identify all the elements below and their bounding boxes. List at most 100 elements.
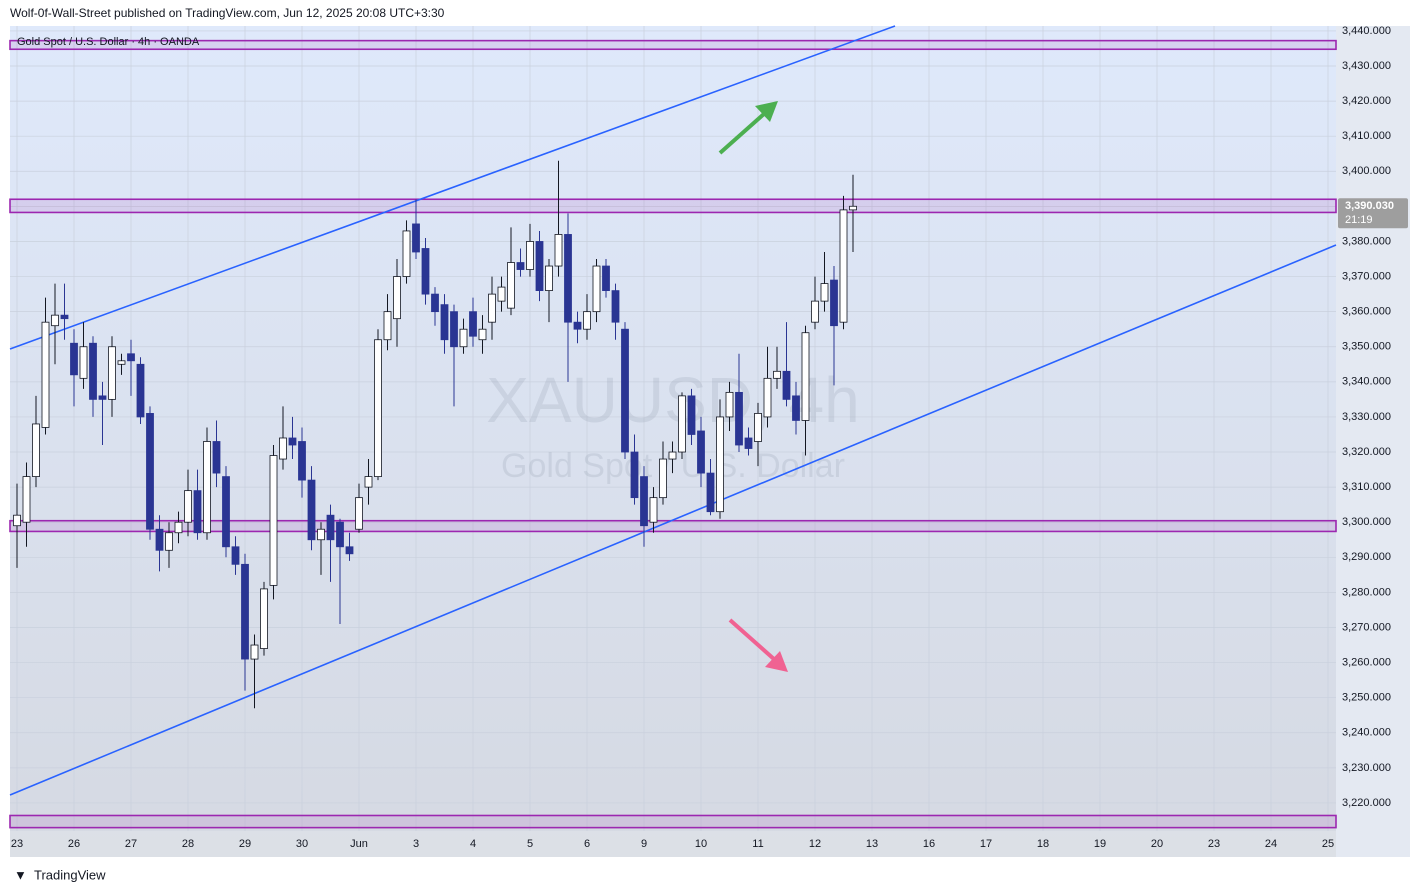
- candle-body: [611, 290, 620, 323]
- candle-body: [383, 311, 392, 341]
- candle-body: [526, 241, 534, 270]
- y-tick-label: 3,300.000: [1342, 516, 1391, 528]
- last-price-tag: [1338, 198, 1408, 229]
- candle-body: [678, 395, 686, 453]
- candle-body: [687, 395, 696, 435]
- candle-body: [706, 472, 715, 513]
- candle-body: [288, 437, 297, 446]
- symbol: Gold Spot / U.S. Dollar · 4h · OANDA: [17, 36, 200, 48]
- candle-body: [165, 532, 173, 551]
- x-tick-label: 4: [470, 838, 476, 850]
- candles: [13, 160, 857, 709]
- candle-body: [640, 476, 648, 527]
- candle-body: [298, 441, 306, 481]
- footer: TradingView: [34, 867, 106, 882]
- candle-body: [193, 490, 202, 534]
- candle-body: [431, 293, 439, 313]
- candle-body: [108, 346, 116, 400]
- candle-body: [763, 377, 772, 418]
- candle-body: [516, 262, 525, 270]
- x-tick-label: 23: [11, 838, 23, 850]
- candle-body: [801, 332, 810, 421]
- y-tick-label: 3,220.000: [1342, 797, 1391, 809]
- candle-body: [412, 223, 420, 253]
- y-tick-label: 3,400.000: [1342, 165, 1391, 177]
- candle-body: [231, 546, 240, 565]
- candle-body: [554, 234, 563, 267]
- y-tick-label: 3,360.000: [1342, 306, 1391, 318]
- candle-body: [260, 588, 268, 649]
- x-tick-label: 9: [641, 838, 647, 850]
- zone: [9, 198, 1337, 214]
- y-tick-label: 3,270.000: [1342, 621, 1391, 633]
- y-tick-label: 3,410.000: [1342, 130, 1391, 142]
- channel-upper: [9, 25, 896, 350]
- candle-body: [573, 321, 582, 330]
- candle-body: [374, 339, 382, 477]
- zones: [9, 39, 1337, 829]
- y-tick-label: 3,350.000: [1342, 341, 1391, 353]
- arrow-up: [718, 101, 778, 155]
- time-axis-background: [10, 831, 1336, 857]
- candle-body: [51, 314, 59, 327]
- candle-body: [773, 370, 781, 379]
- candle-body: [697, 430, 705, 474]
- zone: [9, 39, 1337, 51]
- candle-body: [222, 476, 230, 548]
- candle-body: [659, 458, 667, 499]
- candle-body: [393, 276, 401, 320]
- y-tick-label: 3,320.000: [1342, 446, 1391, 458]
- candle-body: [32, 423, 40, 477]
- x-tick-label: 29: [239, 838, 251, 850]
- channel-lower: [9, 244, 1337, 796]
- candle-body: [716, 416, 724, 513]
- candle-body: [830, 279, 838, 327]
- candle-body: [269, 455, 278, 586]
- x-tick-label: 25: [1322, 838, 1334, 850]
- candle-body: [459, 328, 468, 348]
- candle-body: [203, 441, 211, 534]
- x-tick-label: 19: [1094, 838, 1106, 850]
- y-tick-label: 3,330.000: [1342, 411, 1391, 423]
- candle-body: [364, 476, 373, 488]
- candle-body: [744, 437, 753, 449]
- x-tick-label: Jun: [350, 838, 368, 850]
- y-tick-label: 3,290.000: [1342, 551, 1391, 563]
- x-tick-label: 26: [68, 838, 80, 850]
- candle-body: [545, 265, 553, 292]
- candle-body: [41, 321, 50, 428]
- candle-body: [564, 234, 572, 323]
- y-tick-label: 3,370.000: [1342, 270, 1391, 282]
- grid: [10, 26, 1336, 831]
- candle-body: [820, 283, 829, 302]
- candle-body: [117, 360, 126, 365]
- countdown: 21:19: [1345, 214, 1373, 226]
- candle-body: [792, 395, 800, 421]
- y-tick-label: 3,440.000: [1342, 25, 1391, 37]
- candle-body: [345, 546, 354, 555]
- candle-body: [754, 413, 762, 442]
- axis: 3,220.000 3,230.000 3,240.000 3,250.000 3,26…: [11, 25, 1408, 850]
- candle-body: [725, 391, 734, 418]
- x-tick-label: 18: [1037, 838, 1049, 850]
- candle-body: [13, 514, 21, 527]
- candle-body: [60, 314, 69, 320]
- x-tick-label: 12: [809, 838, 821, 850]
- candle-body: [488, 293, 496, 323]
- candle-body: [146, 413, 154, 530]
- candle-body: [136, 363, 145, 418]
- x-tick-label: 10: [695, 838, 707, 850]
- candle-body: [250, 644, 259, 660]
- x-tick-label: 6: [584, 838, 590, 850]
- candle-body: [450, 311, 458, 348]
- candle-body: [241, 563, 249, 660]
- candle-body: [621, 328, 629, 453]
- candle-body: [583, 311, 591, 330]
- candle-body: [630, 451, 639, 499]
- y-tick-label: 3,420.000: [1342, 95, 1391, 107]
- y-tick-label: 3,230.000: [1342, 762, 1391, 774]
- candle-body: [184, 490, 192, 523]
- candle-body: [668, 451, 677, 460]
